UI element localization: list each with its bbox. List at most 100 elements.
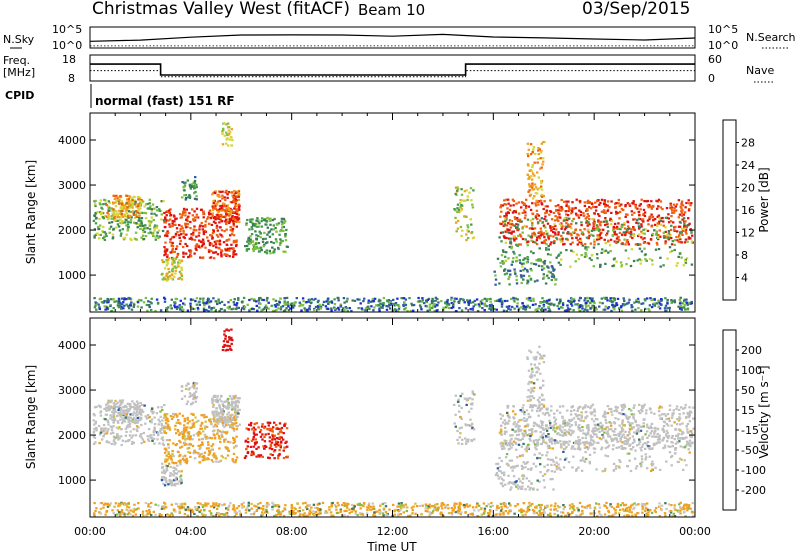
- echo-cell: [215, 224, 219, 227]
- echo-cell: [566, 214, 570, 217]
- echo-cell: [99, 405, 102, 408]
- echo-cell: [552, 276, 556, 279]
- echo-cell: [140, 227, 144, 230]
- echo-cell: [99, 233, 102, 236]
- echo-cell: [568, 217, 571, 220]
- echo-cell: [155, 214, 158, 217]
- echo-cell: [106, 419, 109, 422]
- echo-cell: [192, 398, 195, 401]
- echo-cell: [560, 205, 563, 209]
- echo-cell: [603, 201, 606, 204]
- echo-cell: [538, 231, 541, 234]
- echo-cell: [232, 217, 235, 220]
- echo-cell: [263, 435, 266, 438]
- echo-cell: [109, 304, 112, 307]
- ytick-label: 2000: [58, 224, 86, 237]
- echo-cell: [215, 246, 218, 249]
- echo-cell: [467, 303, 470, 307]
- echo-cell: [137, 426, 140, 429]
- echo-cell: [165, 258, 168, 262]
- echo-cell: [609, 424, 613, 427]
- echo-cell: [150, 421, 153, 424]
- echo-cell: [135, 411, 139, 414]
- echo-cell: [616, 240, 620, 244]
- echo-cell: [118, 300, 121, 303]
- echo-cell: [120, 232, 123, 235]
- echo-cell: [119, 415, 122, 418]
- echo-cell: [111, 233, 115, 236]
- echo-cell: [155, 209, 159, 212]
- echo-cell: [553, 268, 556, 271]
- echo-cell: [503, 222, 507, 225]
- echo-cell: [471, 398, 474, 401]
- echo-cell: [572, 207, 575, 210]
- echo-cell: [262, 298, 265, 302]
- echo-cell: [553, 303, 556, 306]
- echo-cell: [228, 132, 231, 135]
- echo-cell: [121, 209, 124, 212]
- echo-cell: [598, 430, 601, 433]
- echo-cell: [680, 308, 683, 311]
- echo-cell: [126, 305, 130, 308]
- echo-cell: [195, 420, 198, 423]
- echo-cell: [163, 429, 166, 432]
- echo-cell: [225, 213, 228, 216]
- echo-cell: [163, 250, 167, 253]
- echo-cell: [532, 262, 536, 266]
- echo-cell: [153, 207, 156, 210]
- echo-cell: [182, 245, 185, 249]
- echo-cell: [561, 405, 565, 408]
- echo-cell: [117, 297, 121, 300]
- echo-cell: [222, 412, 225, 415]
- echo-cell: [467, 302, 470, 305]
- echo-cell: [651, 263, 654, 266]
- echo-cell: [181, 196, 184, 199]
- echo-cell: [112, 402, 115, 405]
- echo-cell: [106, 211, 109, 214]
- echo-cell: [515, 305, 519, 308]
- echo-cell: [641, 232, 644, 235]
- echo-cell: [380, 306, 383, 309]
- echo-cell: [170, 274, 174, 277]
- echo-cell: [270, 441, 274, 444]
- echo-cell: [664, 309, 667, 312]
- echo-cell: [679, 296, 682, 299]
- echo-cell: [520, 206, 523, 209]
- echo-cell: [204, 223, 207, 227]
- echo-cell: [612, 433, 616, 436]
- echo-cell: [541, 301, 544, 304]
- echo-cell: [271, 430, 274, 433]
- echo-cell: [537, 146, 540, 150]
- echo-cell: [493, 270, 496, 273]
- echo-cell: [222, 127, 225, 130]
- echo-cell: [542, 305, 546, 308]
- echo-cell: [568, 208, 571, 212]
- echo-cell: [140, 423, 143, 427]
- echo-cell: [459, 225, 463, 229]
- echo-cell: [632, 426, 635, 429]
- echo-cell: [175, 298, 179, 301]
- echo-cell: [259, 247, 263, 250]
- echo-cell: [180, 275, 184, 278]
- echo-cell: [184, 242, 187, 246]
- echo-cell: [523, 217, 527, 220]
- echo-cell: [138, 416, 141, 419]
- echo-cell: [183, 297, 187, 300]
- echo-cell: [520, 410, 524, 413]
- echo-cell: [653, 298, 656, 301]
- echo-cell: [260, 309, 263, 312]
- echo-cell: [229, 229, 232, 232]
- echo-cell: [266, 427, 269, 431]
- echo-cell: [179, 441, 182, 444]
- echo-cell: [202, 301, 206, 304]
- echo-cell: [107, 428, 110, 431]
- echo-cell: [186, 418, 189, 421]
- echo-cell: [172, 235, 176, 238]
- echo-cell: [685, 298, 688, 301]
- echo-cell: [300, 309, 303, 312]
- echo-cell: [241, 307, 244, 310]
- echo-cell: [258, 230, 261, 233]
- echo-cell: [686, 413, 690, 416]
- echo-cell: [131, 198, 134, 202]
- echo-cell: [567, 225, 571, 228]
